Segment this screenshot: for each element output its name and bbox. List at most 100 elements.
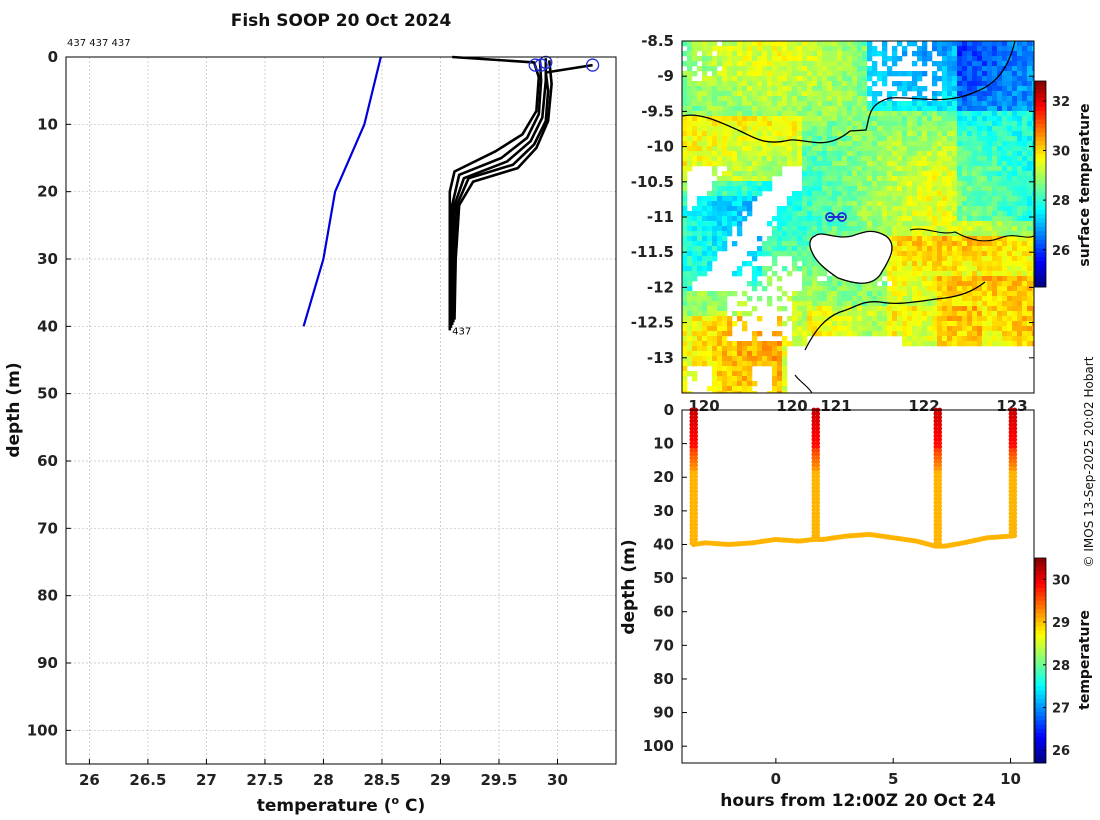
sst-cell <box>967 321 973 327</box>
section-cast-point <box>689 466 695 472</box>
sst-cell <box>727 341 733 347</box>
sst-cell <box>1027 151 1033 157</box>
sst-cell <box>742 346 748 352</box>
sst-cell <box>802 81 808 87</box>
sst-cell <box>832 186 838 192</box>
sst-cell <box>697 241 703 247</box>
sst-cell <box>752 131 758 137</box>
sst-cell <box>712 61 718 67</box>
sst-cell <box>962 336 968 342</box>
sst-cell <box>1012 176 1018 182</box>
sst-cell <box>862 301 868 307</box>
sst-cell <box>972 241 978 247</box>
sst-cell <box>937 171 943 177</box>
sst-cell <box>762 136 768 142</box>
sst-cell <box>777 226 783 232</box>
section-cast-point <box>811 518 817 524</box>
section-y-tick-label: 40 <box>653 535 674 553</box>
sst-cell <box>947 211 953 217</box>
sst-cell <box>922 336 928 342</box>
sst-cell <box>827 276 833 282</box>
section-cast-point <box>1012 466 1018 472</box>
sst-cell <box>807 161 813 167</box>
sst-cell <box>977 226 983 232</box>
sst-cell <box>712 296 718 302</box>
sst-cell <box>1002 226 1008 232</box>
sst-cell <box>982 266 988 272</box>
sst-cell <box>687 276 693 282</box>
sst-cell <box>817 291 823 297</box>
sst-cell <box>1012 251 1018 257</box>
sst-cell <box>832 101 838 107</box>
section-cast-point <box>937 529 943 535</box>
sst-cell <box>867 326 873 332</box>
sst-cell <box>942 116 948 122</box>
sst-cell <box>847 296 853 302</box>
sst-cell <box>952 326 958 332</box>
sst-cell <box>1032 166 1034 172</box>
sst-cell <box>882 136 888 142</box>
sst-cell <box>987 51 993 57</box>
sst-cell <box>982 126 988 132</box>
sst-cell <box>992 151 998 157</box>
sst-cell <box>1032 306 1034 312</box>
coastline-southwest <box>794 374 813 393</box>
sst-cell <box>822 81 828 87</box>
sst-cell <box>702 81 708 87</box>
sst-cell <box>702 216 708 222</box>
sst-cell <box>807 141 813 147</box>
sst-cell <box>747 366 753 372</box>
sst-cell <box>977 111 983 117</box>
sst-cell <box>737 66 743 72</box>
sst-cell <box>807 331 813 337</box>
sst-cell <box>857 191 863 197</box>
sst-cell <box>837 286 843 292</box>
sst-cell <box>1007 131 1013 137</box>
sst-cell <box>787 86 793 92</box>
sst-cell <box>712 41 718 47</box>
sst-cell <box>942 86 948 92</box>
sst-cell <box>917 236 923 242</box>
sst-cell <box>942 146 948 152</box>
sst-cell <box>727 86 733 92</box>
sst-cell <box>967 41 973 47</box>
sst-cell <box>932 331 938 337</box>
sst-cell <box>797 211 803 217</box>
sst-cell <box>947 51 953 57</box>
sst-cell <box>1002 46 1008 52</box>
sst-cell <box>797 91 803 97</box>
sst-cell <box>792 321 798 327</box>
sst-cell <box>777 76 783 82</box>
sst-cell <box>827 216 833 222</box>
sst-cell <box>997 336 1003 342</box>
sst-cell <box>1017 231 1023 237</box>
section-cast-point <box>693 477 699 483</box>
sst-cell <box>872 186 878 192</box>
sst-cell <box>737 61 743 67</box>
sst-cell <box>762 161 768 167</box>
sst-cell <box>997 326 1003 332</box>
profile-y-tick-label: 50 <box>37 385 58 403</box>
sst-cell <box>1017 86 1023 92</box>
sst-cell <box>852 96 858 102</box>
sst-cell <box>797 86 803 92</box>
sst-cell <box>912 326 918 332</box>
section-cast-point <box>933 477 939 483</box>
sst-cell <box>807 266 813 272</box>
sst-cell <box>777 171 783 177</box>
sst-cell <box>797 106 803 112</box>
sst-cell <box>782 56 788 62</box>
sst-cell <box>727 331 733 337</box>
sst-cell <box>822 271 828 277</box>
sst-cell <box>712 211 718 217</box>
sst-cell <box>862 161 868 167</box>
sst-cell <box>777 86 783 92</box>
sst-cell <box>682 291 688 297</box>
sst-cell <box>1027 46 1033 52</box>
sst-cell <box>997 246 1003 252</box>
sst-cell <box>962 311 968 317</box>
sst-cell <box>777 231 783 237</box>
sst-cell <box>852 281 858 287</box>
sst-cell <box>1032 116 1034 122</box>
sst-cell <box>752 46 758 52</box>
